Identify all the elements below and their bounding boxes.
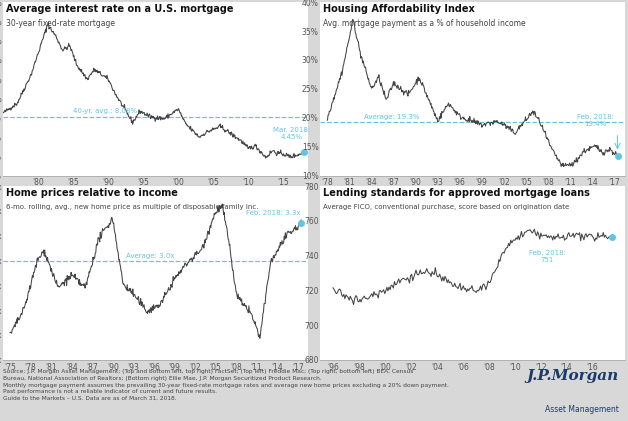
Text: Housing Affordability Index: Housing Affordability Index [323,4,475,14]
Text: Home prices relative to income: Home prices relative to income [6,188,178,198]
Text: 6-mo. rolling, avg., new home price as multiple of disposable family inc.: 6-mo. rolling, avg., new home price as m… [6,204,259,210]
Text: Feb. 2018:
751: Feb. 2018: 751 [529,250,566,264]
Text: Feb. 2018:
13.4%: Feb. 2018: 13.4% [577,114,614,127]
Text: Mar. 2018:
4.45%: Mar. 2018: 4.45% [273,128,310,141]
Text: Average: 3.0x: Average: 3.0x [126,253,175,259]
Text: Average: 19.3%: Average: 19.3% [364,114,420,120]
Text: J.P.Morgan: J.P.Morgan [526,369,619,384]
Text: Average FICO, conventional purchase, score based on origination date: Average FICO, conventional purchase, sco… [323,204,570,210]
Text: Feb. 2018: 3.3x: Feb. 2018: 3.3x [246,210,301,216]
Text: Asset Management: Asset Management [544,405,619,414]
Text: Lending standards for approved mortgage loans: Lending standards for approved mortgage … [323,188,590,198]
Text: Source: J.P. Morgan Asset Management; (Top and bottom left, top right) FactSet; : Source: J.P. Morgan Asset Management; (T… [3,369,449,401]
Text: 40-yr. avg.: 8.08%: 40-yr. avg.: 8.08% [73,108,138,114]
Text: 30-year fixed-rate mortgage: 30-year fixed-rate mortgage [6,19,115,29]
Text: Avg. mortgage payment as a % of household income: Avg. mortgage payment as a % of househol… [323,19,526,29]
Text: Average interest rate on a U.S. mortgage: Average interest rate on a U.S. mortgage [6,4,234,14]
